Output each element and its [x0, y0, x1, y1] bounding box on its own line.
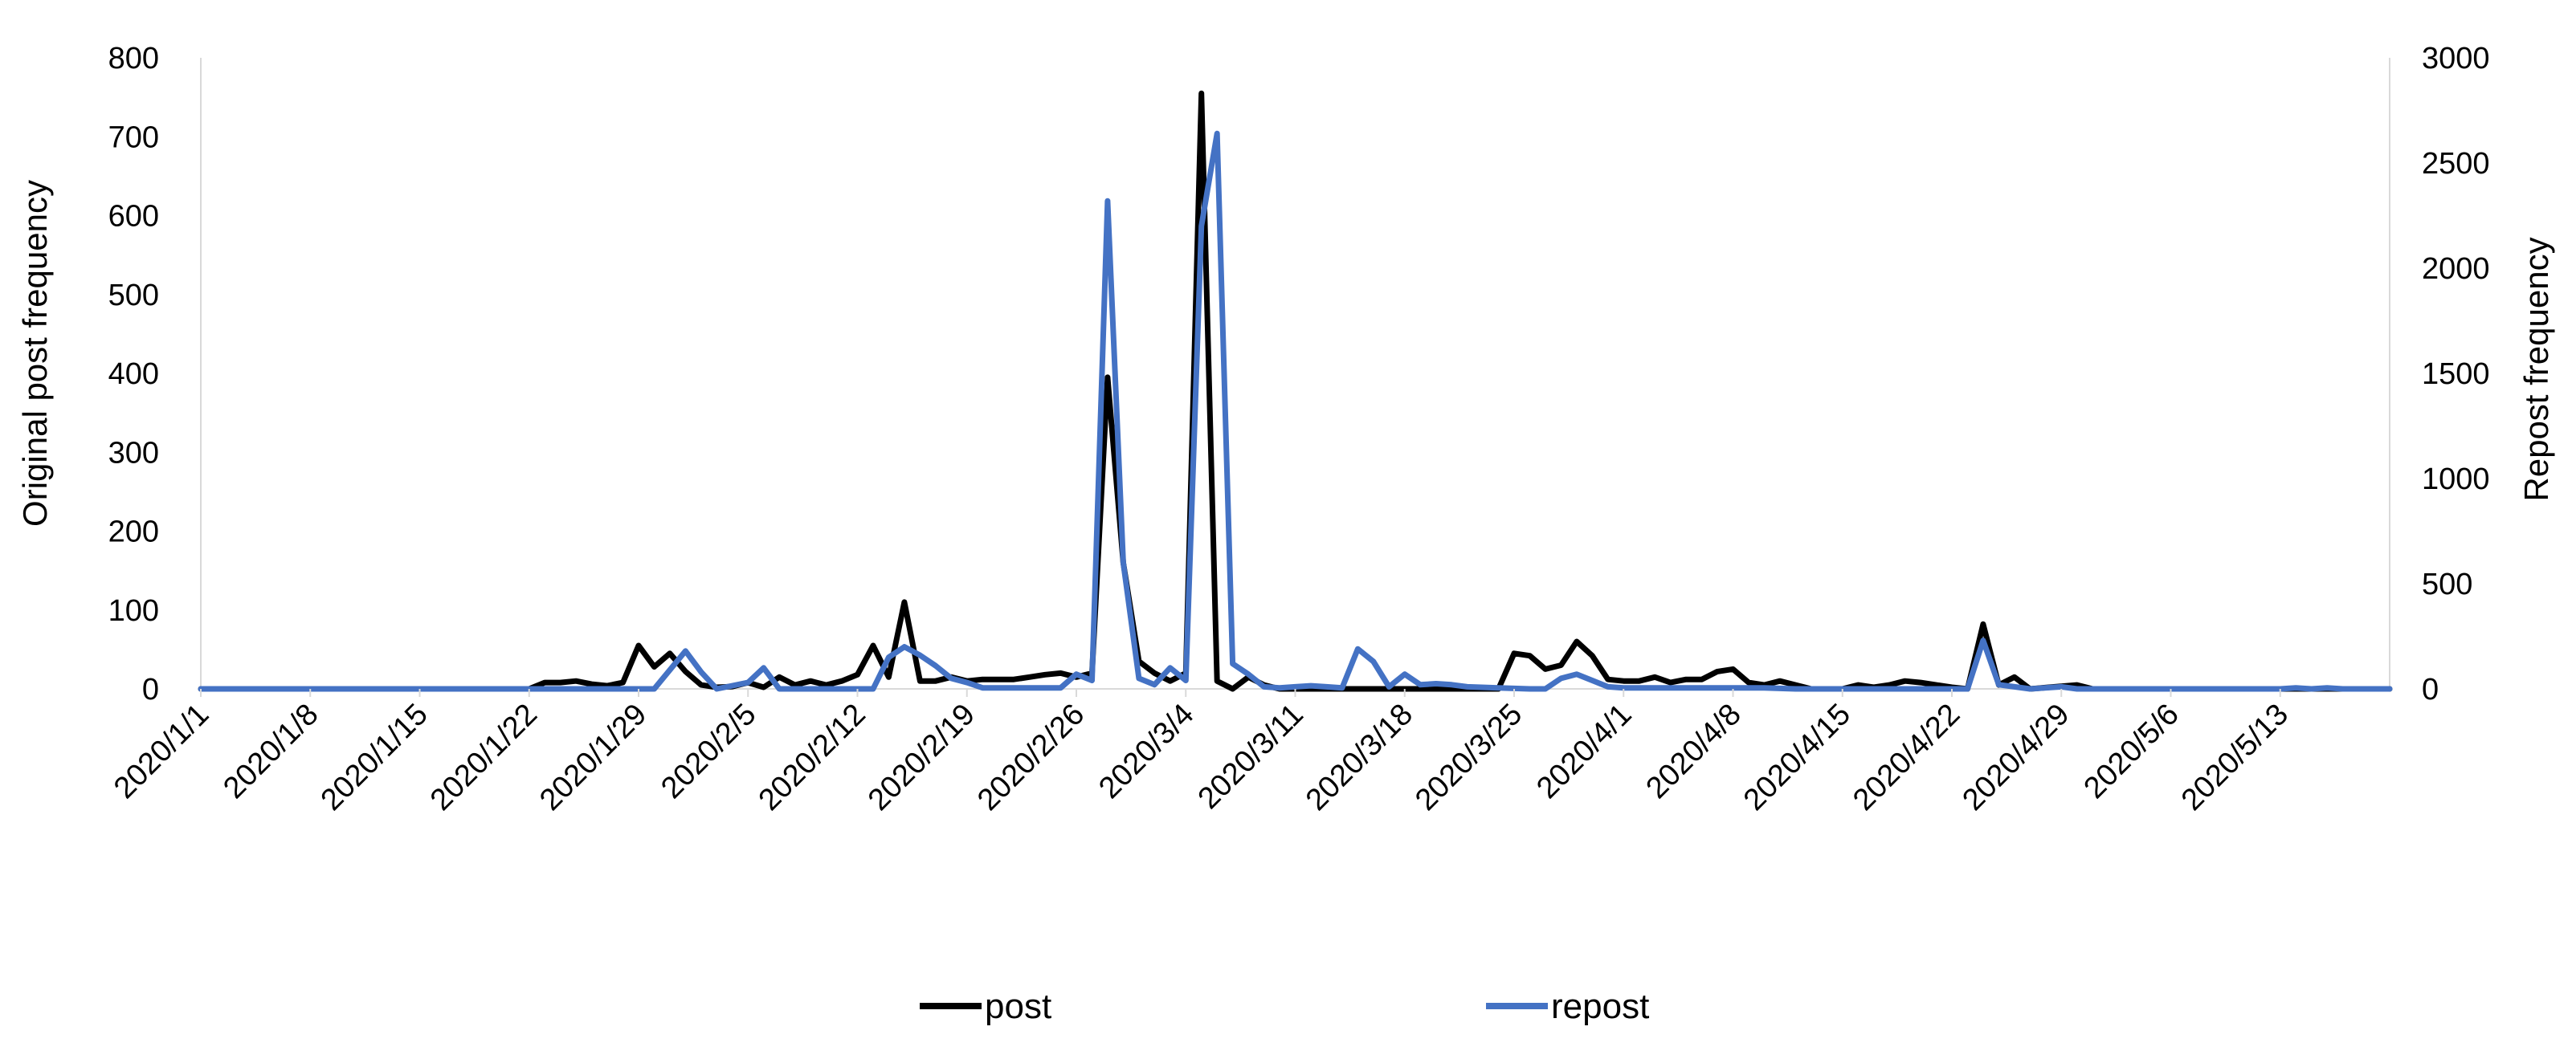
series-layer: [198, 90, 2393, 692]
left-y-axis-ticks: 0 100 200 300 400 500 600 700 800: [108, 42, 159, 707]
x-tick-label: 2020/4/1: [1530, 698, 1638, 805]
x-tick-label: 2020/2/26: [971, 698, 1091, 817]
x-tick-label: 2020/4/29: [1956, 698, 2076, 817]
left-y-tick-label: 200: [108, 515, 159, 549]
x-tick-label: 2020/3/11: [1192, 698, 1310, 816]
left-y-tick-label: 0: [142, 673, 159, 707]
x-tick-label: 2020/2/5: [655, 698, 762, 805]
x-tick-label: 2020/5/13: [2175, 698, 2295, 817]
right-y-axis-ticks: 0 500 1000 1500 2000 2500 3000: [2422, 42, 2490, 707]
right-y-tick-label: 0: [2422, 673, 2439, 707]
left-y-axis-title: Original post frequency: [16, 180, 54, 527]
left-y-tick-label: 100: [108, 594, 159, 628]
left-y-tick-label: 400: [108, 357, 159, 391]
x-tick-label: 2020/3/25: [1409, 698, 1529, 817]
legend-label-repost: repost: [1551, 987, 1649, 1026]
x-tick-label: 2020/1/22: [424, 698, 544, 817]
x-tick-label: 2020/4/22: [1847, 698, 1966, 817]
x-tick-label: 2020/4/15: [1737, 698, 1857, 817]
series-line-post: [198, 90, 2393, 692]
legend: post repost: [920, 987, 1649, 1026]
legend-label-post: post: [985, 987, 1051, 1026]
x-tick-label: 2020/3/18: [1300, 698, 1419, 817]
right-y-tick-label: 500: [2422, 568, 2472, 601]
x-tick-label: 2020/3/4: [1092, 698, 1200, 805]
x-tick-label: 2020/1/8: [217, 698, 325, 805]
x-tick-label: 2020/1/29: [533, 698, 653, 817]
right-y-tick-label: 3000: [2422, 42, 2490, 75]
x-tick-label: 2020/5/6: [2078, 698, 2186, 805]
right-y-tick-label: 2500: [2422, 147, 2490, 181]
x-tick-label: 2020/1/15: [315, 698, 435, 817]
x-axis-ticks: 2020/1/1 2020/1/82020/1/152020/1/222020/1…: [108, 689, 2295, 817]
left-y-tick-label: 700: [108, 120, 159, 154]
left-y-tick-label: 500: [108, 279, 159, 312]
x-tick-label: 2020/4/8: [1640, 698, 1748, 805]
left-y-tick-label: 300: [108, 436, 159, 470]
right-y-tick-label: 1500: [2422, 357, 2490, 391]
right-y-tick-label: 2000: [2422, 252, 2490, 286]
x-tick-label: 2020/2/19: [862, 698, 982, 817]
plot-area: [198, 58, 2393, 692]
x-tick-label: 2020/2/12: [753, 698, 872, 817]
left-y-tick-label: 800: [108, 42, 159, 75]
right-y-tick-label: 1000: [2422, 462, 2490, 496]
series-line-repost: [198, 130, 2393, 692]
x-tick-label: 2020/1/1: [108, 698, 215, 805]
left-y-tick-label: 600: [108, 200, 159, 234]
right-y-axis-title: Repost frequency: [2517, 237, 2555, 501]
